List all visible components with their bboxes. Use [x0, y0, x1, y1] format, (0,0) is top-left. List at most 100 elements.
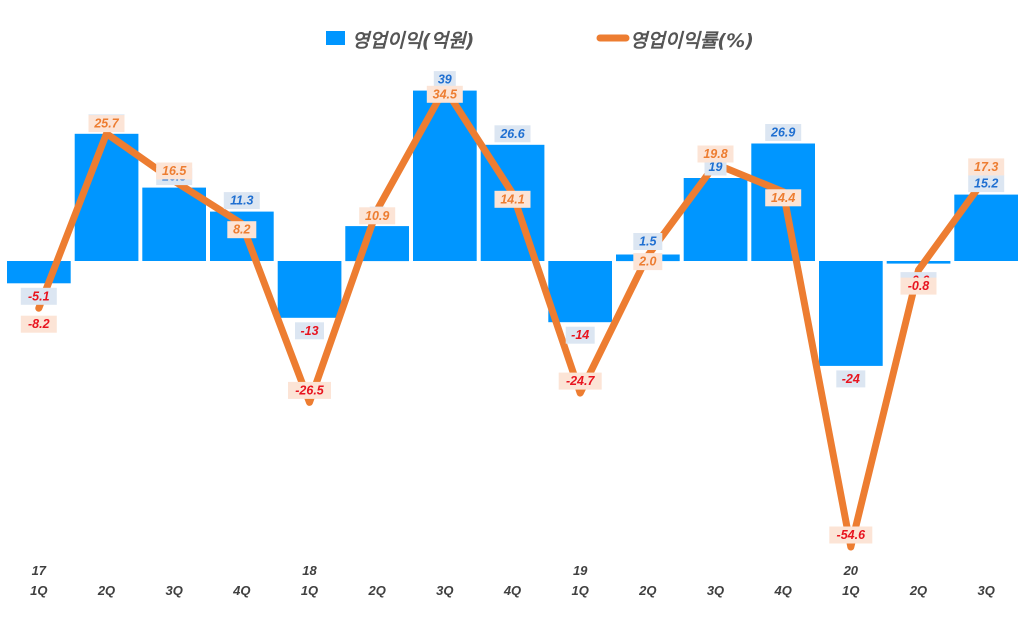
line-value-label-bg [558, 372, 602, 390]
line-value-label: 19.8 [703, 147, 727, 161]
bar-value-label-group: -5.1 [20, 287, 57, 305]
line-value-label: -0.8 [908, 279, 930, 293]
bar-value-label: 15.2 [974, 177, 998, 191]
x-axis-tick-label: 3Q [707, 583, 724, 598]
line-value-label-bg [900, 277, 937, 295]
bar-value-label-group: 19 [704, 158, 727, 176]
line-value-label-group: 17.3 [968, 158, 1005, 176]
bar-value-label-bg [223, 192, 260, 210]
bar [413, 90, 477, 261]
line-value-label-group: 34.5 [426, 85, 463, 103]
bar-value-label-bg [968, 175, 1005, 193]
bar-value-label-bg [633, 233, 663, 250]
x-axis-tick-label: 2Q [97, 583, 115, 598]
line-value-label: 14.1 [500, 192, 524, 206]
line-value-label: -54.6 [837, 528, 867, 542]
line-value-label: -24.7 [566, 374, 596, 388]
bar-value-label: -14 [571, 328, 589, 342]
line-value-label-bg [288, 381, 331, 399]
x-axis-tick-label: 2Q [368, 583, 386, 598]
x-axis-tick-label: 1Q [572, 583, 589, 598]
bar-value-label: 1.5 [639, 235, 657, 249]
bar-value-label-bg [704, 158, 727, 176]
line-value-label-bg [227, 221, 257, 239]
x-axis-year-label: 18 [302, 563, 317, 578]
line-value-label-group: 14.1 [494, 190, 531, 208]
line-value-label-bg [697, 145, 734, 163]
x-axis-year-label: 17 [32, 563, 47, 578]
bar-value-label-group: -24 [836, 370, 866, 388]
x-axis-tick-label: 1Q [30, 583, 47, 598]
bar-series [7, 90, 1018, 366]
line-value-label: 8.2 [233, 223, 250, 237]
legend-line-label: 영업이익률(%) [630, 30, 754, 52]
line-value-label: 10.9 [365, 209, 389, 223]
line-value-label-bg [829, 526, 873, 544]
line-value-label-group: 16.5 [156, 162, 193, 180]
bar-value-label-bg [295, 322, 324, 340]
bar-value-label: 19 [709, 160, 723, 174]
bar [277, 261, 342, 318]
line-data-labels: -8.2 25.7 16.5 8.2 -26.5 10.9 34.5 14.1 -24.7 2.0… [20, 85, 1005, 544]
bar [819, 261, 883, 366]
bar-value-label-bg [765, 124, 802, 141]
line-value-label-bg [156, 162, 193, 180]
line-value-label-group: 10.9 [359, 207, 396, 225]
line-value-label-bg [20, 315, 57, 333]
bar-value-label-group: 15.2 [968, 175, 1005, 193]
line-value-label: 16.5 [162, 164, 187, 178]
line-value-label: 2.0 [638, 255, 656, 269]
bar-value-label-group: -14 [565, 326, 595, 344]
line-value-label-group: -0.8 [900, 277, 937, 295]
bar-value-label-group: 26.9 [765, 124, 802, 141]
line-value-label: -8.2 [28, 317, 50, 331]
bar [142, 187, 206, 261]
x-axis-year-label: 19 [573, 563, 588, 578]
x-axis-tick-label: 2Q [638, 583, 656, 598]
line-value-label-bg [494, 190, 531, 208]
bar [7, 261, 71, 284]
line-value-label-group: 2.0 [633, 253, 663, 271]
bar-value-label-group: 39 [433, 71, 456, 89]
line-value-label-group: 14.4 [765, 189, 802, 207]
x-axis-tick-label: 3Q [978, 583, 995, 598]
line-value-label-bg [359, 207, 396, 225]
bar-value-label: -5.1 [28, 289, 50, 303]
line-value-label-group: -54.6 [829, 526, 873, 544]
bar-value-label-bg [494, 125, 531, 143]
x-axis-year-label: 20 [843, 563, 859, 578]
bar [345, 226, 409, 262]
legend-bar-swatch [326, 31, 345, 45]
line-value-label-group: -24.7 [558, 372, 602, 390]
bar [548, 261, 612, 323]
bar-value-label-bg [20, 287, 57, 305]
x-axis-tick-label: 4Q [774, 583, 792, 598]
line-value-label-bg [968, 158, 1005, 176]
line-value-label-group: 8.2 [227, 221, 257, 239]
bar-value-label: 26.6 [499, 127, 525, 141]
x-axis-tick-label: 3Q [436, 583, 453, 598]
line-value-label: 25.7 [93, 117, 119, 131]
bar-value-label-group: 26.6 [494, 125, 531, 143]
x-axis-tick-label: 4Q [503, 583, 521, 598]
line-value-label: 34.5 [433, 87, 458, 101]
line-value-label-group: -8.2 [20, 315, 57, 333]
x-axis-tick-label: 2Q [909, 583, 927, 598]
bar-value-label: -24 [842, 372, 860, 386]
bar-value-label-group: -13 [295, 322, 324, 340]
line-value-label-bg [765, 189, 802, 207]
bar-value-label: 11.3 [230, 194, 253, 208]
bar-value-label-bg [836, 370, 866, 388]
bar-value-label-group: 11.3 [223, 192, 260, 210]
line-value-label-group: -26.5 [288, 381, 331, 399]
x-axis-tick-label: 3Q [166, 583, 183, 598]
bar-value-label: -13 [300, 324, 318, 338]
x-axis-labels: 17 1Q 2Q 3Q 4Q 18 1Q 2Q 3Q 4Q 19 1Q 2Q 3Q 4Q 20 1Q 2Q 3Q [30, 563, 995, 598]
x-axis-tick-label: 1Q [301, 583, 318, 598]
line-value-label-bg [633, 253, 663, 271]
bar-value-label: 26.9 [770, 126, 795, 140]
line-value-label: -26.5 [295, 383, 325, 397]
legend: 영업이익(억원) 영업이익률(%) [326, 30, 754, 52]
x-axis-tick-label: 4Q [232, 583, 250, 598]
